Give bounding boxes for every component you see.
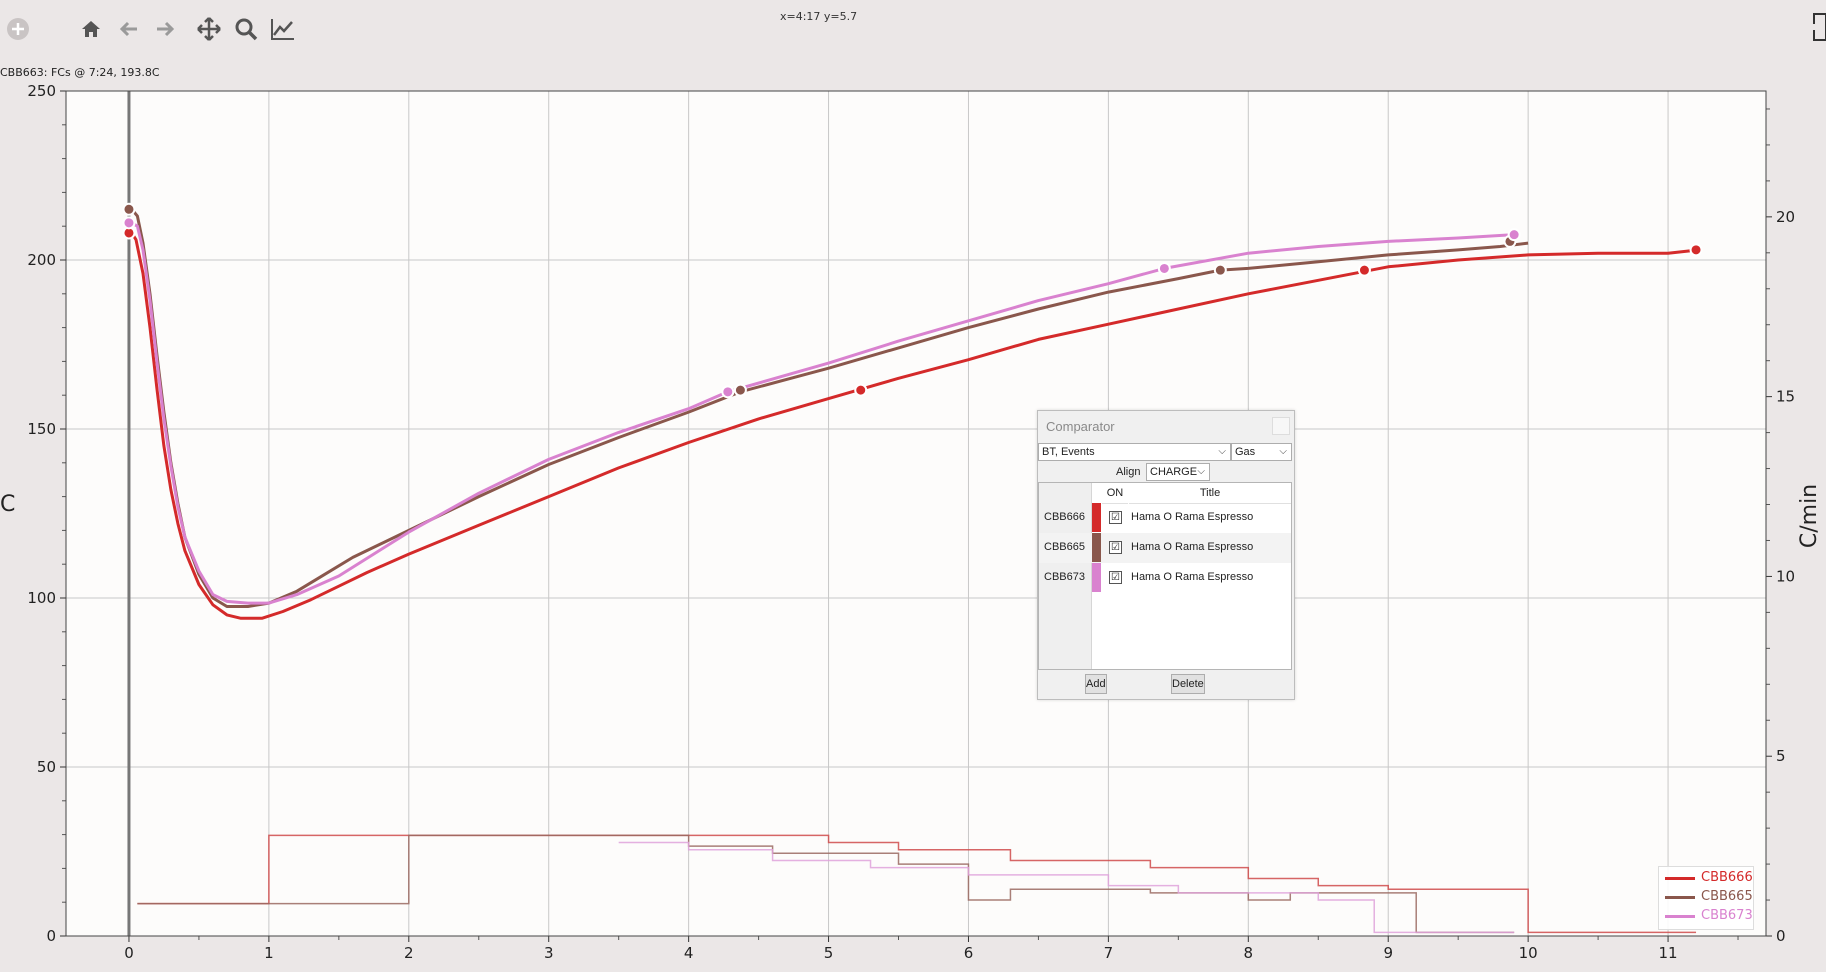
x-tick-label: 9 — [1383, 944, 1393, 962]
profile-id: CBB666 — [1044, 511, 1085, 523]
y-right-tick-label: 20 — [1776, 208, 1795, 226]
legend-label: CBB673 — [1701, 908, 1753, 923]
legend-item: CBB666 — [1663, 869, 1753, 887]
event-marker — [1157, 261, 1171, 275]
y-right-tick-label: 0 — [1776, 927, 1786, 945]
align-label: Align — [1116, 466, 1141, 478]
table-row[interactable]: CBB665 ☑ Hama O Rama Espresso — [1039, 533, 1291, 563]
curve-select[interactable]: BT, Events ⌵ — [1038, 443, 1231, 461]
legend-swatch — [1665, 877, 1695, 880]
zoom-icon[interactable] — [231, 14, 261, 44]
forward-arrow-icon[interactable] — [150, 14, 180, 44]
profile-checkbox[interactable]: ☑ — [1109, 541, 1122, 554]
chevron-down-icon: ⌵ — [1197, 466, 1205, 477]
y-right-tick-label: 10 — [1776, 567, 1795, 585]
extra-select-value: Gas — [1235, 446, 1256, 458]
home-icon[interactable] — [76, 14, 106, 44]
profile-title: Hama O Rama Espresso — [1131, 571, 1254, 583]
y-left-tick-label: 200 — [27, 251, 56, 269]
profile-title: Hama O Rama Espresso — [1131, 541, 1254, 553]
align-select-value: CHARGE — [1150, 466, 1198, 478]
x-tick-label: 10 — [1519, 944, 1538, 962]
pan-icon[interactable] — [194, 14, 224, 44]
legend-label: CBB666 — [1701, 870, 1753, 885]
event-marker — [1357, 263, 1371, 277]
table-row-header — [1039, 483, 1092, 669]
bt-curve — [130, 232, 1699, 620]
legend-item: CBB673 — [1663, 907, 1753, 925]
close-icon[interactable] — [1272, 417, 1290, 435]
chevron-down-icon: ⌵ — [1279, 446, 1287, 457]
event-marker — [1507, 228, 1521, 242]
plot-area — [66, 91, 1766, 936]
delete-button[interactable]: Delete — [1171, 674, 1205, 694]
y-right-tick-label: 5 — [1776, 747, 1786, 765]
column-on: ON — [1102, 483, 1128, 504]
plot-frame — [65, 90, 1767, 937]
bt-curve — [131, 221, 1515, 605]
x-tick-label: 0 — [124, 944, 134, 962]
event-marker — [122, 202, 136, 216]
y-right-tick-label: 15 — [1776, 388, 1795, 406]
profile-id: CBB673 — [1044, 571, 1085, 583]
x-tick-label: 1 — [264, 944, 274, 962]
gas-step-line — [618, 841, 1515, 934]
right-axis-label: C/min — [1797, 484, 1822, 548]
event-marker — [721, 385, 735, 399]
event-marker — [1213, 263, 1227, 277]
comparator-dialog: Comparator BT, Events ⌵ Gas ⌵ Align CHAR… — [1037, 410, 1295, 700]
event-marker — [733, 383, 747, 397]
left-axis-label: C — [0, 492, 15, 517]
x-tick-label: 3 — [544, 944, 554, 962]
event-marker — [122, 216, 136, 230]
y-left-tick-label: 0 — [46, 927, 56, 945]
legend: CBB666 CBB665 CBB673 — [1658, 866, 1754, 930]
add-icon[interactable] — [3, 14, 33, 44]
legend-swatch — [1665, 896, 1695, 899]
status-text: CBB663: FCs @ 7:24, 193.8C — [0, 66, 160, 79]
back-arrow-icon[interactable] — [114, 14, 144, 44]
event-marker — [854, 383, 868, 397]
add-button[interactable]: Add — [1085, 674, 1107, 694]
x-tick-label: 4 — [684, 944, 694, 962]
profile-title: Hama O Rama Espresso — [1131, 511, 1254, 523]
y-left-tick-label: 50 — [37, 758, 56, 776]
legend-item: CBB665 — [1663, 888, 1753, 906]
x-tick-label: 5 — [824, 944, 834, 962]
event-marker — [1689, 243, 1703, 257]
gas-step-line — [137, 834, 1697, 934]
x-tick-label: 6 — [964, 944, 974, 962]
profile-checkbox[interactable]: ☑ — [1109, 571, 1122, 584]
legend-label: CBB665 — [1701, 889, 1753, 904]
column-title: Title — [1129, 483, 1291, 504]
profile-id: CBB665 — [1044, 541, 1085, 553]
x-tick-label: 2 — [404, 944, 414, 962]
legend-swatch — [1665, 915, 1695, 918]
chart-options-icon[interactable] — [268, 14, 298, 44]
x-tick-label: 8 — [1244, 944, 1254, 962]
comparator-title: Comparator — [1046, 419, 1115, 434]
curve-select-value: BT, Events — [1042, 446, 1095, 458]
y-left-tick-label: 250 — [27, 82, 56, 100]
fullscreen-icon[interactable] — [1810, 10, 1826, 44]
gas-step-line — [137, 834, 1515, 934]
coordinate-readout: x=4:17 y=5.7 — [780, 10, 858, 23]
y-left-tick-label: 100 — [27, 589, 56, 607]
x-tick-label: 11 — [1659, 944, 1678, 962]
align-select[interactable]: CHARGE ⌵ — [1146, 463, 1210, 481]
profile-color-swatch — [1092, 533, 1101, 562]
profile-color-swatch — [1092, 503, 1101, 532]
x-tick-label: 7 — [1104, 944, 1114, 962]
y-left-tick-label: 150 — [27, 420, 56, 438]
profile-checkbox[interactable]: ☑ — [1109, 511, 1122, 524]
toolbar: x=4:17 y=5.7 — [0, 0, 1826, 60]
profiles-table: ON Title CBB666 ☑ Hama O Rama Espresso C… — [1038, 482, 1292, 670]
profile-color-swatch — [1092, 563, 1101, 592]
table-row[interactable]: CBB666 ☑ Hama O Rama Espresso — [1039, 503, 1291, 533]
extra-select[interactable]: Gas ⌵ — [1231, 443, 1292, 461]
chevron-down-icon: ⌵ — [1218, 446, 1226, 457]
table-row[interactable]: CBB673 ☑ Hama O Rama Espresso — [1039, 563, 1291, 593]
